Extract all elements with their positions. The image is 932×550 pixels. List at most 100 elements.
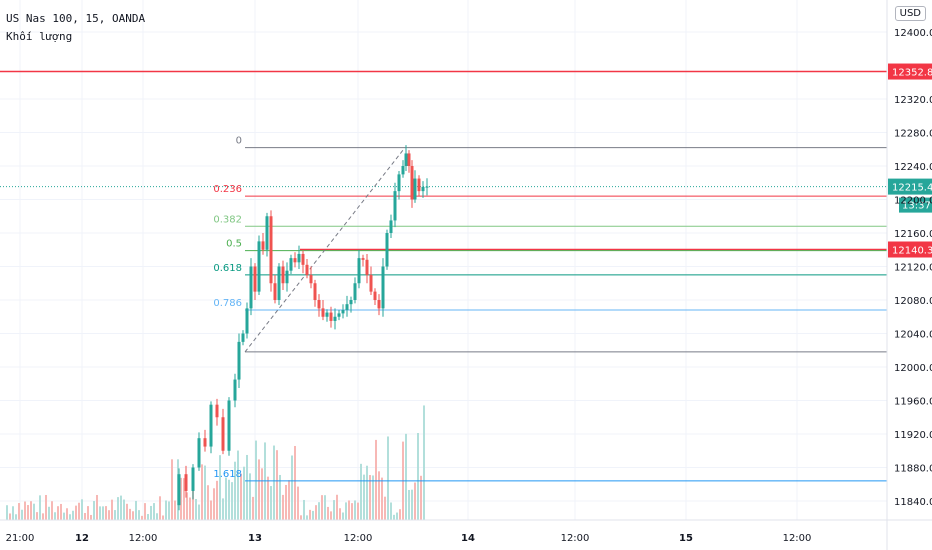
candle-body xyxy=(321,308,325,317)
volume-bar xyxy=(198,504,200,520)
volume-bar xyxy=(222,498,224,520)
price-tick-label: 11840.0 xyxy=(894,497,932,508)
candle-body xyxy=(191,467,195,491)
volume-bar xyxy=(279,474,281,520)
volume-bar xyxy=(399,509,401,520)
candle-body xyxy=(197,438,201,468)
volume-bar xyxy=(195,499,197,520)
volume-bar xyxy=(300,515,302,520)
candle-body xyxy=(305,264,309,275)
candle-body xyxy=(233,379,237,401)
volume-bar xyxy=(126,503,128,520)
volume-bar xyxy=(375,439,377,520)
volume-bar xyxy=(96,494,98,520)
volume-bar xyxy=(78,502,80,520)
time-tick-label: 14 xyxy=(461,533,475,544)
volume-bar xyxy=(165,500,167,520)
volume-bar xyxy=(123,499,125,520)
fib-trend-line xyxy=(244,147,406,353)
volume-bar xyxy=(90,514,92,520)
volume-bar xyxy=(306,515,308,520)
volume-bar xyxy=(255,440,257,520)
volume-bar xyxy=(309,509,311,520)
fib-level-label: 0.236 xyxy=(213,184,242,195)
candle-body xyxy=(413,178,417,200)
volume-bar xyxy=(354,500,356,520)
price-tick-label: 12400.0 xyxy=(894,28,932,39)
candle-body xyxy=(265,216,269,250)
price-tick-label: 12120.0 xyxy=(894,263,932,274)
volume-bar xyxy=(312,510,314,520)
volume-bar xyxy=(240,473,242,520)
volume-bar xyxy=(339,508,341,520)
candle-body xyxy=(273,283,277,300)
volume-bar xyxy=(108,510,110,520)
volume-bar xyxy=(420,475,422,520)
volume-bar xyxy=(285,484,287,520)
price-tick-label: 11920.0 xyxy=(894,430,932,441)
candle-body xyxy=(329,312,333,321)
volume-bar xyxy=(360,463,362,520)
volume-bar xyxy=(315,505,317,520)
volume-bar xyxy=(201,464,203,520)
time-axis: 21:00 12 12:00 13 12:00 14 12:00 15 12:00 xyxy=(0,519,932,544)
candle-body xyxy=(184,474,188,491)
volume-bar xyxy=(258,459,260,520)
candle-body xyxy=(373,291,377,300)
candle-body xyxy=(393,191,397,221)
volume-bar xyxy=(327,506,329,520)
price-tick-label: 12040.0 xyxy=(894,330,932,341)
volume-bar xyxy=(252,496,254,520)
candle-body xyxy=(309,274,313,284)
candle-body xyxy=(241,333,245,342)
volume-bar xyxy=(129,508,131,520)
volume-bar xyxy=(111,499,113,520)
fib-level-label: 0 xyxy=(236,136,242,147)
symbol-title: US Nas 100, 15, OANDA xyxy=(6,12,146,25)
volume-bar xyxy=(117,497,119,520)
volume-bar xyxy=(414,482,416,520)
volume-bar xyxy=(357,502,359,520)
volume-bar xyxy=(390,502,392,520)
candle-body xyxy=(349,300,353,305)
candle-body xyxy=(297,253,301,263)
volume-bar xyxy=(105,506,107,520)
price-axis: 11840.0 11880.0 11920.0 11960.0 12000.0 12040… xyxy=(886,0,932,550)
last-price-label-bg xyxy=(888,178,932,195)
candle-body xyxy=(285,270,289,284)
candle-body xyxy=(215,404,219,418)
volume-bar xyxy=(219,455,221,520)
time-tick-label: 12:00 xyxy=(344,533,373,544)
price-line-label: 12352.8 xyxy=(892,68,932,79)
currency-button[interactable]: USD xyxy=(894,6,926,21)
volume-bar xyxy=(324,495,326,520)
volume-bar xyxy=(351,503,353,520)
volume-bar xyxy=(387,436,389,520)
price-tick-label: 12280.0 xyxy=(894,129,932,140)
volume-bar xyxy=(423,405,425,520)
price-line-label-bg xyxy=(888,63,932,80)
time-tick-label: 21:00 xyxy=(6,533,35,544)
volume-bar xyxy=(72,510,74,520)
volume-bar xyxy=(228,479,230,520)
candle-body xyxy=(410,166,414,200)
candle-body xyxy=(333,316,337,321)
candlestick-series xyxy=(177,145,429,511)
volume-bar xyxy=(276,450,278,520)
volume-bar xyxy=(132,511,134,520)
volume-bar xyxy=(144,503,146,520)
fib-level-label: 0.5 xyxy=(226,239,242,250)
volume-bar xyxy=(417,433,419,520)
volume-bar xyxy=(393,514,395,520)
volume-bar xyxy=(294,445,296,520)
volume-bar xyxy=(246,454,248,520)
fib-level-label: 0.786 xyxy=(213,298,242,309)
volume-bar xyxy=(162,515,164,520)
last-price-label: 12215.4 xyxy=(892,183,932,194)
chart-grid xyxy=(0,0,887,520)
volume-bar xyxy=(186,492,188,520)
volume-bar xyxy=(297,486,299,520)
volume-bar xyxy=(231,482,233,520)
time-tick-label: 12:00 xyxy=(561,533,590,544)
candle-body xyxy=(417,178,421,192)
